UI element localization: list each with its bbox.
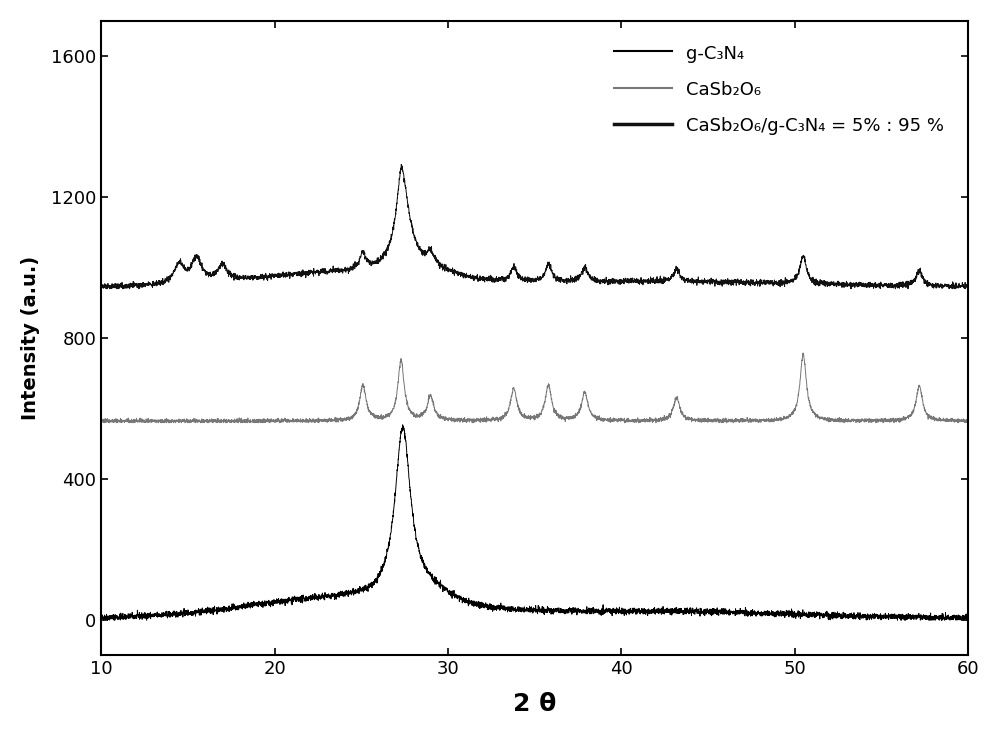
X-axis label: 2 θ: 2 θ [513,692,556,716]
Legend: g-C₃N₄, CaSb₂O₆, CaSb₂O₆/g-C₃N₄ = 5% : 95 %: g-C₃N₄, CaSb₂O₆, CaSb₂O₆/g-C₃N₄ = 5% : 9… [600,30,959,150]
Y-axis label: Intensity (a.u.): Intensity (a.u.) [21,256,40,420]
